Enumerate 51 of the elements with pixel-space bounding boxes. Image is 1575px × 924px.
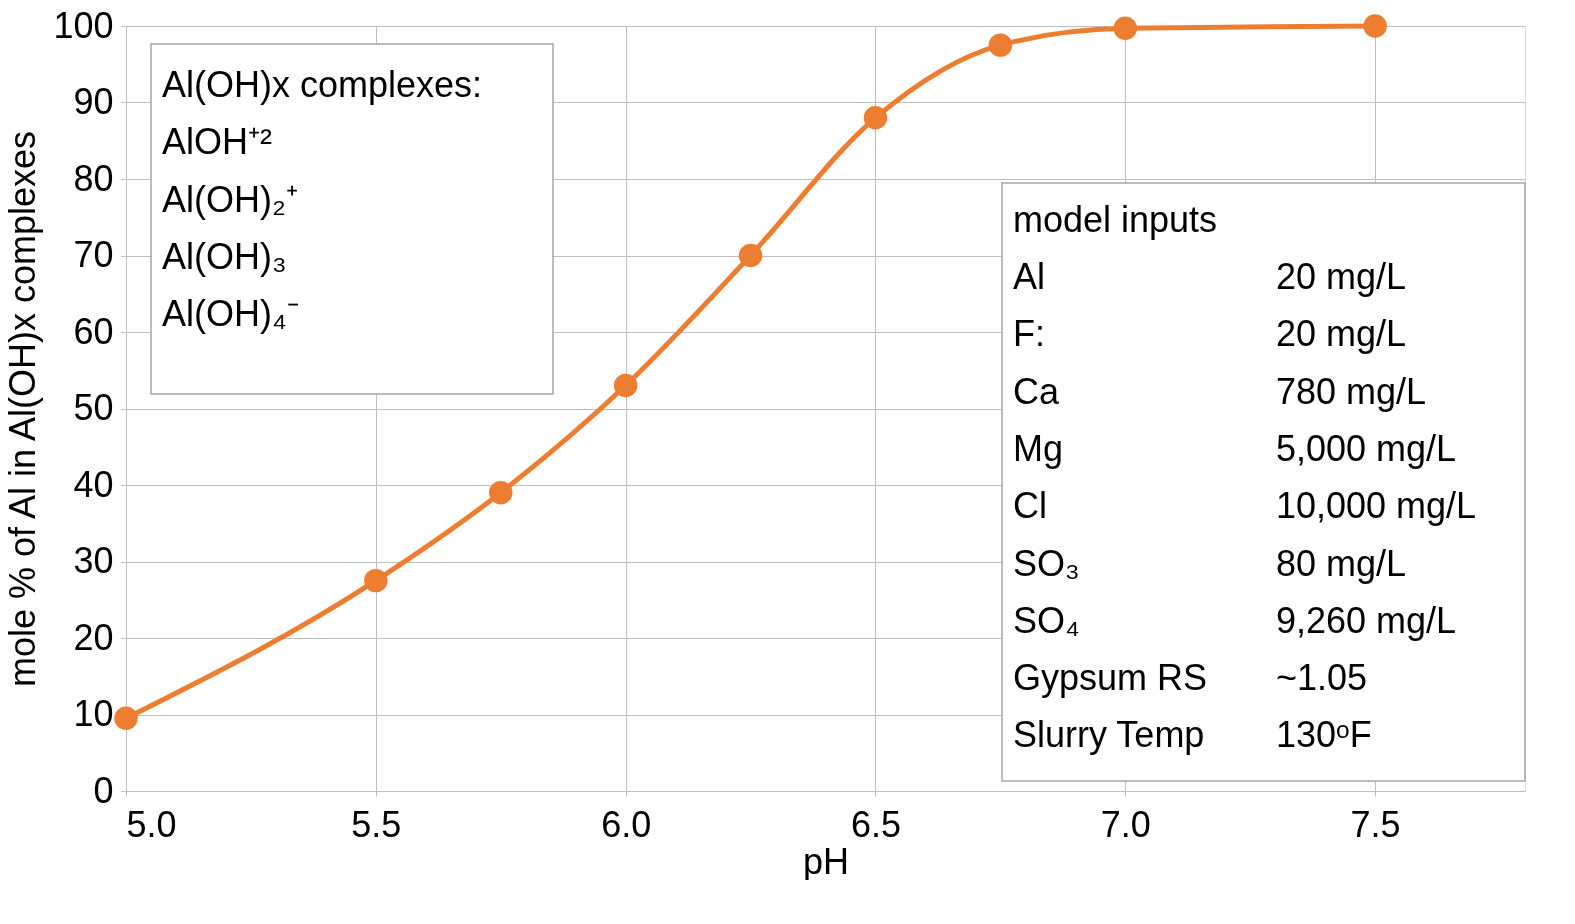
annotation: 10,000 mg/L [1276, 485, 1477, 527]
annotation: Al(OH)₃ [162, 235, 287, 277]
point [613, 373, 638, 398]
point [738, 243, 763, 268]
point [114, 706, 138, 731]
annotation: 80 mg/L [1276, 542, 1407, 584]
y-tick-label: 90 [73, 81, 114, 122]
annotation: 130ᵒF [1276, 714, 1372, 756]
y-tick-label: 100 [53, 4, 114, 46]
point [1113, 16, 1138, 40]
annotation: 20 mg/L [1276, 256, 1407, 297]
y-axis-title: mole % of Al in Al(OH)x complexes [2, 130, 44, 688]
x-tick-label: 6.0 [601, 803, 652, 845]
annotation: model inputs [1013, 199, 1218, 240]
point [863, 106, 888, 130]
y-tick-label: 20 [73, 616, 114, 658]
annotation: 20 mg/L [1276, 313, 1407, 355]
x-tick-label: 7.5 [1350, 803, 1401, 845]
x-tick-label: 5.5 [351, 803, 402, 845]
y-tick-label: 50 [73, 387, 114, 428]
annotation: Mg [1013, 427, 1064, 469]
y-tick-label: 60 [73, 310, 114, 352]
x-tick-label: 6.5 [850, 803, 901, 845]
point [489, 480, 513, 505]
y-tick-label: 30 [73, 540, 114, 581]
x-tick-label: 5.0 [126, 803, 177, 845]
annotation: Al(OH)x complexes: [162, 64, 483, 105]
point [1363, 14, 1387, 38]
point [364, 568, 388, 593]
annotation: F: [1013, 313, 1045, 355]
y-tick-label: 70 [73, 234, 114, 275]
annotation: 9,260 mg/L [1276, 599, 1457, 641]
annotation: 780 mg/L [1276, 370, 1427, 412]
point [988, 33, 1013, 57]
annotation: 5,000 mg/L [1276, 427, 1457, 469]
annotation: Slurry Temp [1013, 714, 1205, 756]
annotation: AlOH⁺² [162, 121, 273, 163]
annotation: Al(OH)₂⁺ [162, 178, 298, 220]
y-tick-label: 10 [73, 693, 114, 734]
y-tick-label: 80 [73, 157, 114, 199]
x-tick-label: 7.0 [1100, 803, 1151, 845]
annotation: SO₃ [1013, 542, 1080, 584]
annotation: ~1.05 [1276, 657, 1368, 699]
annotation: Cl [1013, 485, 1047, 527]
y-tick-label: 40 [73, 463, 114, 505]
annotation: Ca [1013, 370, 1060, 412]
annotation: Al [1013, 256, 1046, 297]
annotation: Al(OH)₄⁻ [162, 293, 299, 335]
y-tick-label: 0 [93, 769, 114, 811]
annotation: SO₄ [1013, 599, 1080, 641]
annotation: Gypsum RS [1013, 657, 1208, 699]
